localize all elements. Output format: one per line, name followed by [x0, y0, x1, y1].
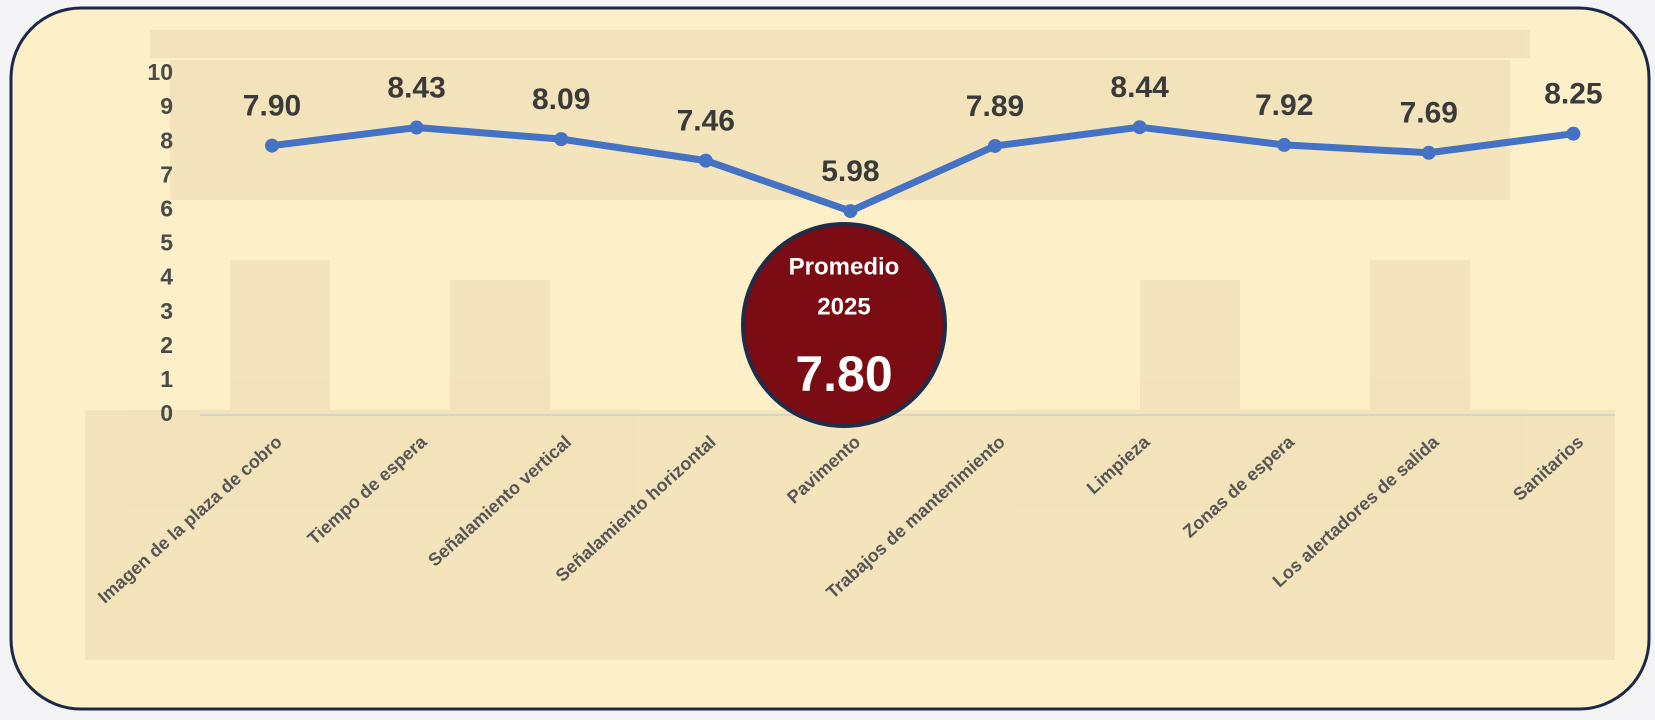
y-tick-label: 4 — [160, 264, 173, 290]
data-point — [265, 138, 279, 153]
data-point — [1566, 126, 1581, 141]
data-label: 8.09 — [532, 83, 590, 116]
y-tick-label: 0 — [160, 400, 173, 426]
data-label: 5.98 — [821, 155, 879, 188]
y-tick-label: 1 — [160, 366, 173, 392]
average-value: 7.80 — [795, 346, 892, 402]
data-label: 7.46 — [677, 105, 735, 138]
data-point — [698, 153, 713, 168]
data-label: 7.90 — [243, 90, 301, 123]
data-point — [554, 132, 569, 147]
y-tick-label: 9 — [160, 93, 173, 119]
y-tick-label: 5 — [160, 230, 173, 256]
y-tick-label: 8 — [160, 127, 173, 153]
y-tick-label: 7 — [160, 161, 173, 187]
data-point — [843, 204, 858, 219]
data-label: 8.25 — [1544, 78, 1602, 111]
data-line — [271, 123, 1574, 215]
data-label: 7.69 — [1400, 97, 1458, 130]
data-label: 8.44 — [1110, 71, 1169, 104]
data-label: 8.43 — [387, 71, 445, 104]
y-tick-label: 3 — [160, 298, 173, 324]
data-label: 7.89 — [966, 90, 1024, 123]
y-tick-label: 2 — [160, 332, 173, 358]
data-point — [409, 120, 424, 135]
data-label: 7.92 — [1255, 89, 1313, 122]
data-point — [988, 138, 1002, 153]
average-badge — [741, 222, 947, 428]
background-decoration — [85, 30, 1615, 660]
average-caption: 2025 — [817, 293, 870, 320]
data-point — [1132, 120, 1147, 135]
average-caption: Promedio — [789, 253, 900, 280]
data-point — [1421, 145, 1436, 160]
y-tick-label: 10 — [147, 59, 173, 85]
data-point — [1277, 137, 1292, 152]
y-tick-label: 6 — [160, 195, 173, 221]
